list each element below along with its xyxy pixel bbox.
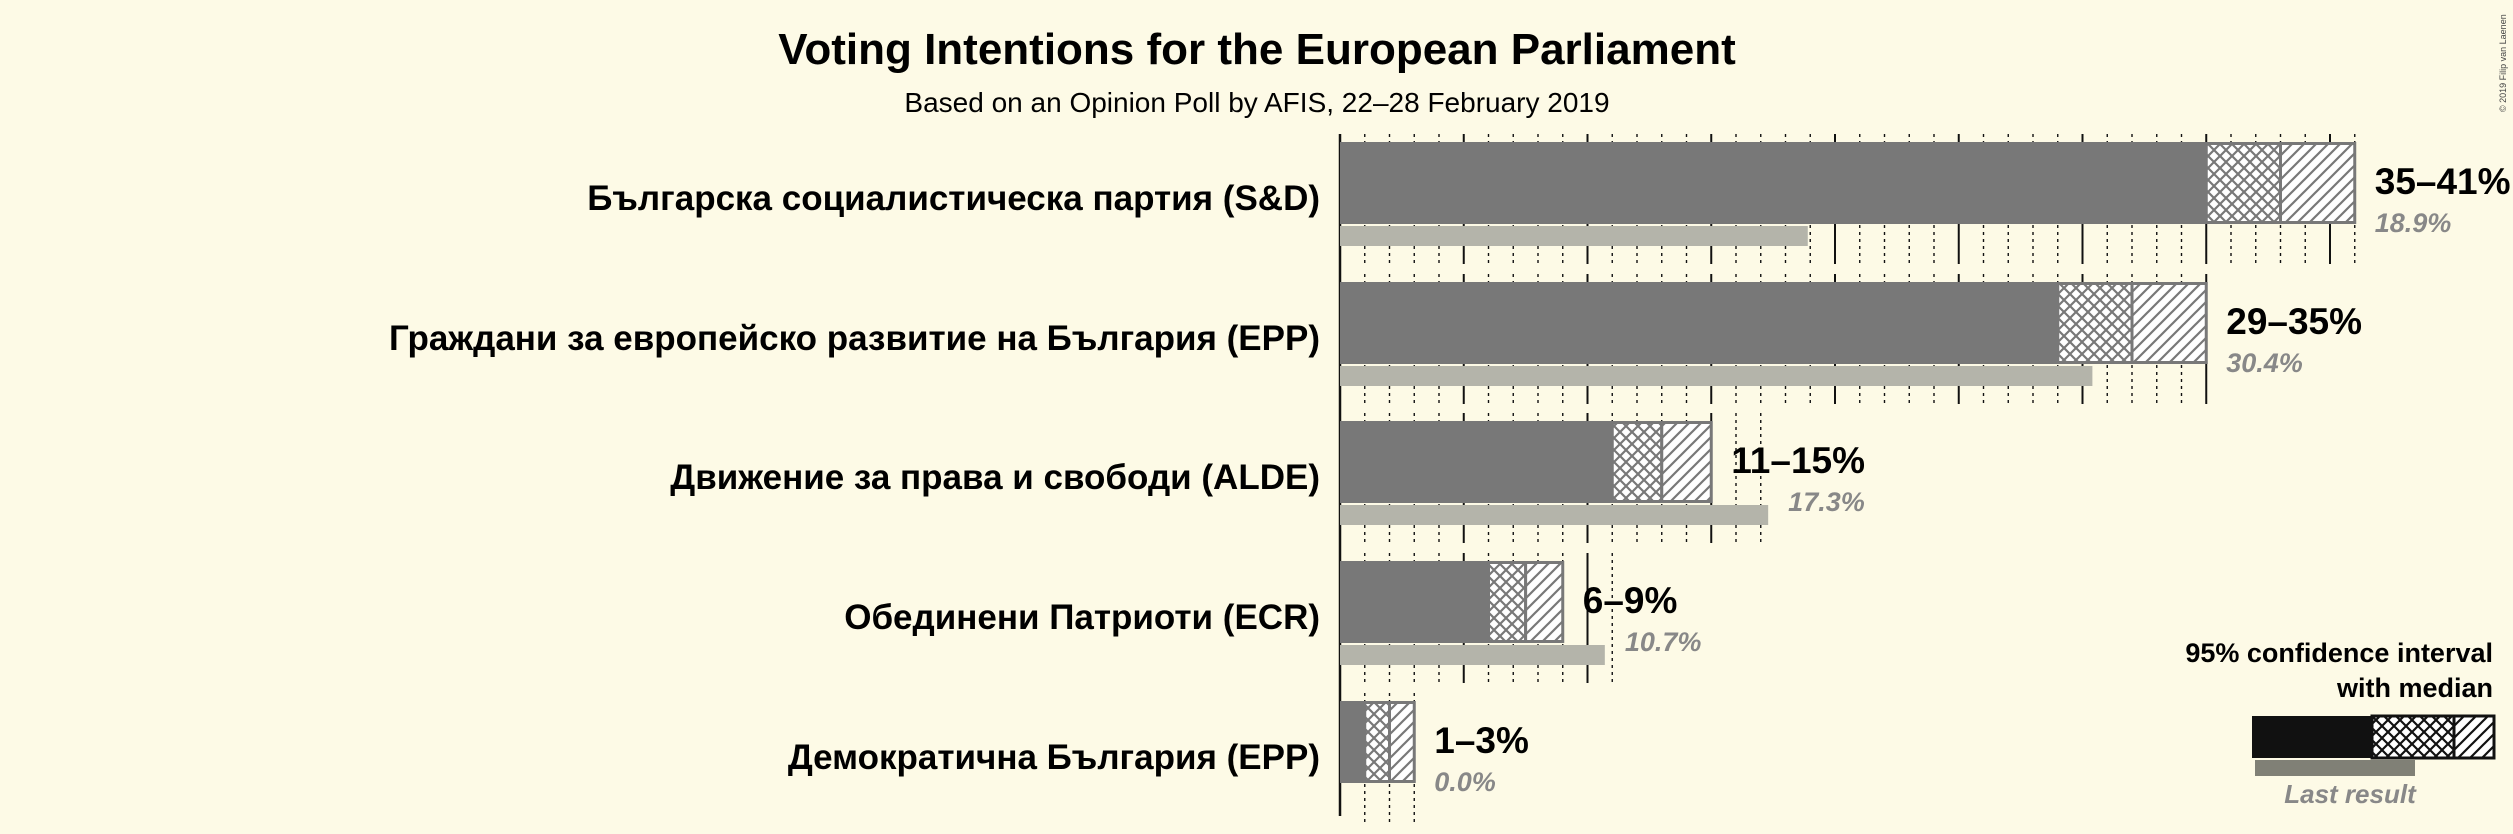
- legend-title-line1: 95% confidence interval: [2185, 638, 2493, 668]
- legend-last-result-label: Last result: [2284, 779, 2417, 809]
- chart-title: Voting Intentions for the European Parli…: [778, 25, 1736, 74]
- ci-bar-median-high: [1524, 561, 1565, 643]
- ci-bar-solid: [1340, 282, 2058, 364]
- last-result-bar: [1340, 505, 1769, 525]
- range-label: 6–9%: [1583, 580, 1678, 621]
- bar-row: Българска социалистическа партия (S&D) 35…: [587, 142, 2511, 246]
- party-label: Движение за права и свободи (ALDE): [670, 458, 1320, 497]
- legend-ci-diagonal: [2452, 714, 2496, 760]
- last-result-label: 10.7%: [1625, 627, 1702, 657]
- range-label: 11–15%: [1731, 440, 1865, 481]
- party-label: Граждани за европейско развитие на Бълга…: [389, 319, 1320, 358]
- last-result-label: 18.9%: [2375, 208, 2452, 238]
- chart-subtitle: Based on an Opinion Poll by AFIS, 22–28 …: [904, 87, 1609, 118]
- bar-row: Обединени Патриоти (ECR) 6–9% 10.7%: [844, 561, 1701, 665]
- ci-bar-low-median: [2056, 282, 2134, 364]
- party-label: Българска социалистическа партия (S&D): [587, 179, 1320, 218]
- last-result-bar: [1340, 366, 2093, 386]
- ci-bar-solid: [1340, 421, 1613, 503]
- bar-row: Движение за права и свободи (ALDE) 11–15%…: [670, 421, 1865, 525]
- bar-row: Демократична България (EPP) 1–3% 0.0%: [788, 701, 1529, 797]
- ci-bar-solid: [1340, 701, 1365, 783]
- party-label: Обединени Патриоти (ECR): [844, 598, 1320, 637]
- range-label: 35–41%: [2375, 161, 2511, 202]
- ci-bar-solid: [1340, 561, 1489, 643]
- legend-title-line2: with median: [2336, 673, 2493, 703]
- ci-bar-low-median: [2204, 142, 2282, 224]
- party-label: Демократична България (EPP): [788, 738, 1320, 777]
- legend-ci-crosshatch: [2370, 714, 2456, 760]
- legend-last-result-bar: [2255, 760, 2415, 776]
- bar-rows: Българска социалистическа партия (S&D) 35…: [389, 142, 2511, 797]
- bar-row: Граждани за европейско развитие на Бълга…: [389, 282, 2362, 386]
- ci-bar-median-high: [1388, 701, 1416, 783]
- last-result-label: 17.3%: [1788, 487, 1865, 517]
- last-result-bar: [1340, 226, 1808, 246]
- range-label: 29–35%: [2226, 301, 2362, 342]
- last-result-bar: [1340, 645, 1605, 665]
- legend-ci-solid: [2252, 716, 2372, 758]
- range-label: 1–3%: [1434, 720, 1529, 761]
- ci-bar-median-high: [2279, 142, 2357, 224]
- ci-bar-low-median: [1610, 421, 1664, 503]
- ci-bar-low-median: [1363, 701, 1391, 783]
- ci-bar-solid: [1340, 142, 2207, 224]
- legend: 95% confidence interval with median Last…: [2185, 638, 2496, 809]
- ci-bar-low-median: [1487, 561, 1528, 643]
- ci-bar-median-high: [2130, 282, 2208, 364]
- last-result-label: 30.4%: [2226, 348, 2303, 378]
- last-result-label: 0.0%: [1434, 767, 1496, 797]
- ci-bar-median-high: [1660, 421, 1713, 503]
- copyright: © 2019 Filip van Laenen: [2498, 14, 2508, 112]
